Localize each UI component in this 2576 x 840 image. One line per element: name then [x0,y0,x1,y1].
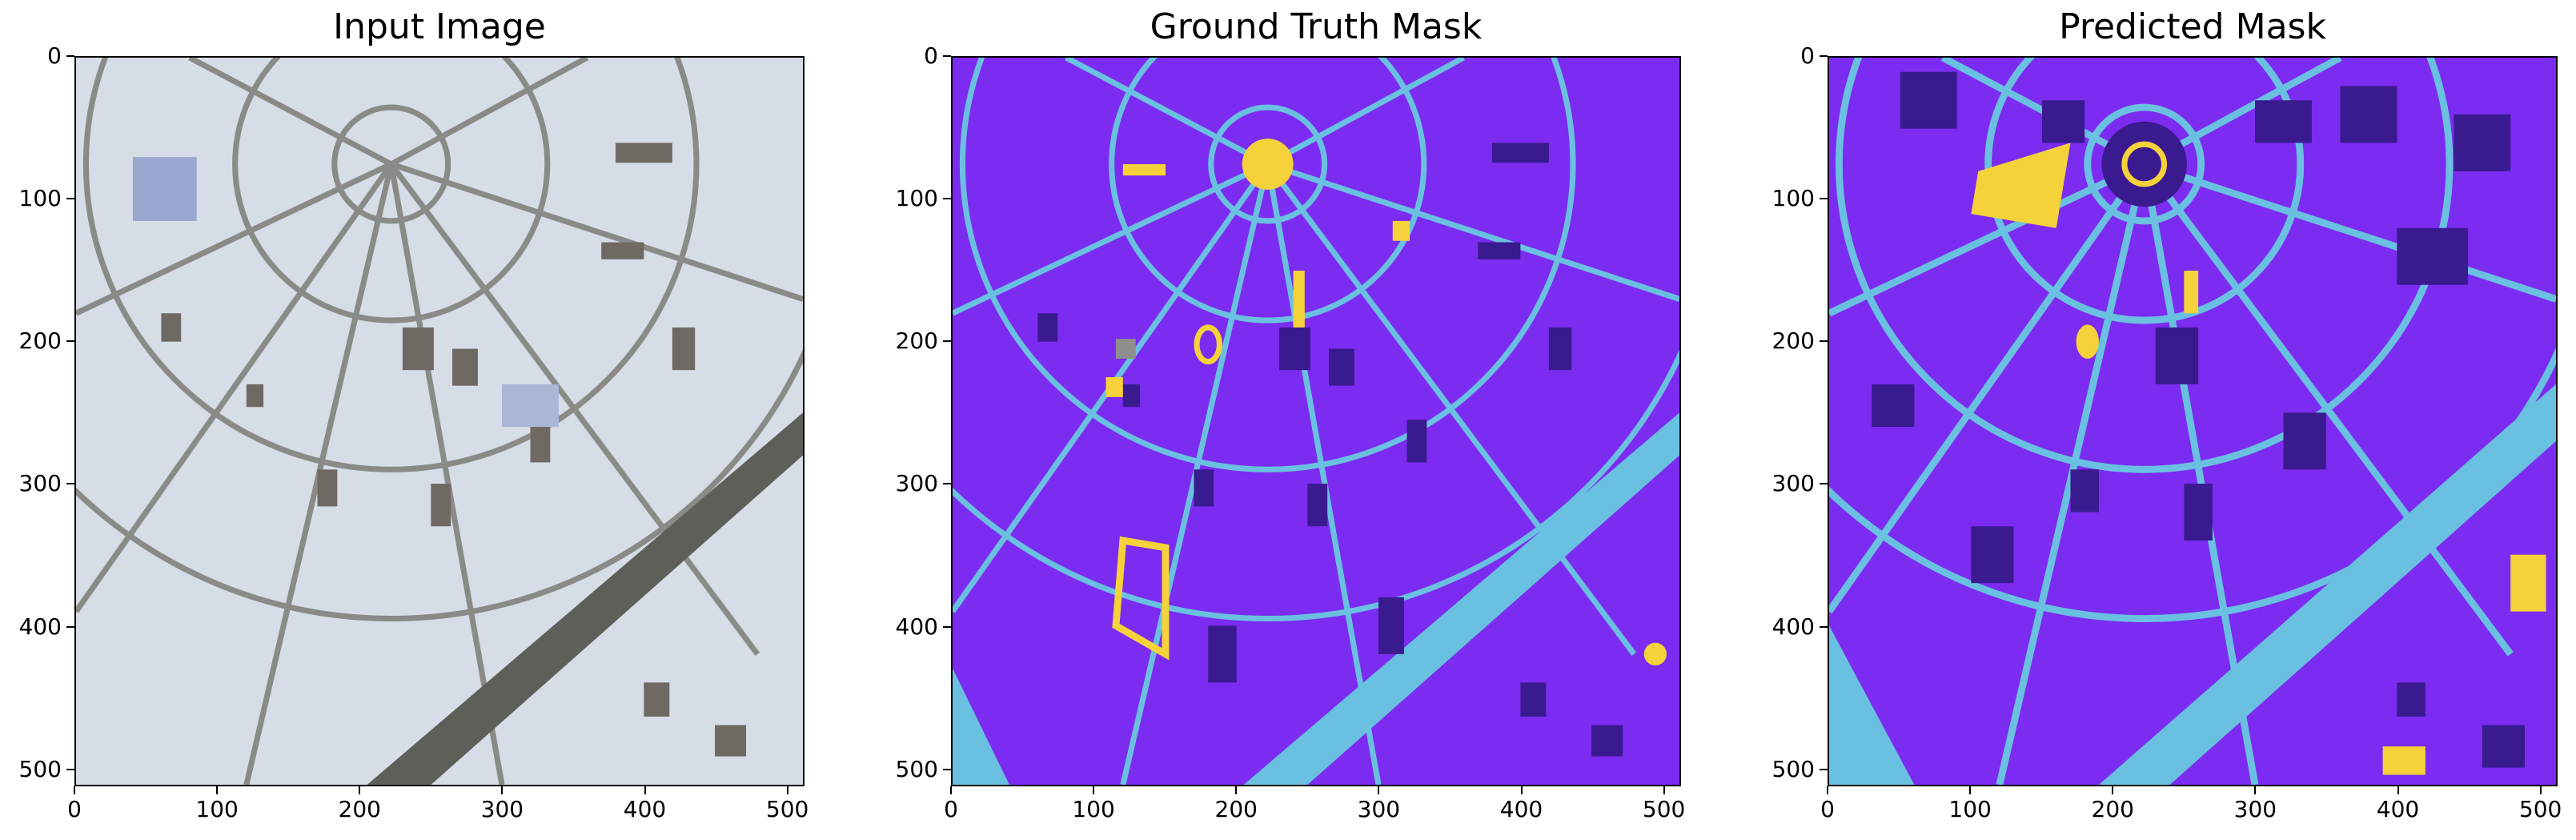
y-tick-label: 300 [1772,470,1815,497]
y-tick-label: 500 [895,755,938,782]
x-tick-label: 400 [1499,796,1543,822]
x-tick-label: 400 [2376,796,2420,822]
x-tick-label: 200 [338,796,381,822]
x-tick [1969,786,1972,794]
x-tick-label: 100 [1072,796,1115,822]
y-tick-label: 0 [47,42,62,69]
input-image-plot [74,56,804,786]
x-tick [2539,786,2542,794]
y-tick-label: 500 [18,755,62,782]
x-tick-label: 500 [1642,796,1686,822]
panel-title: Predicted Mask [2059,6,2326,47]
predicted-plot [1828,56,2558,786]
y-tick-label: 400 [1772,613,1815,640]
x-tick-label: 100 [1948,796,1992,822]
x-tick-label: 500 [765,796,809,822]
y-tick [943,768,951,770]
x-tick [1827,786,1828,794]
x-tick-label: 0 [944,796,958,822]
panel-title: Input Image [333,6,546,47]
y-tick-label: 100 [895,185,938,212]
x-tick-label: 200 [1214,796,1258,822]
panel-input-image: Input Image [0,0,804,840]
x-tick-label: 500 [2518,796,2562,822]
y-tick-label: 100 [18,185,62,212]
y-tick [1820,625,1828,628]
x-tick [950,786,952,794]
y-tick-label: 100 [1772,185,1815,212]
y-tick [1820,55,1828,57]
x-tick-label: 0 [67,796,82,822]
y-tick [943,198,951,200]
x-tick [644,786,646,794]
y-tick [66,768,74,770]
x-tick-label: 0 [1820,796,1835,822]
x-tick [1663,786,1665,794]
y-tick [943,483,951,485]
satellite-image [76,58,803,785]
x-tick [501,786,504,794]
x-tick-label: 300 [1357,796,1401,822]
x-tick [359,786,361,794]
panel-title: Ground Truth Mask [1150,6,1483,47]
y-tick [66,198,74,200]
y-tick-label: 0 [1800,42,1815,69]
y-tick [943,340,951,343]
x-tick-label: 300 [480,796,524,822]
x-tick [2397,786,2399,794]
y-tick [943,625,951,628]
y-tick [66,625,74,628]
y-tick-label: 200 [895,328,938,355]
y-tick-label: 300 [18,470,62,497]
x-tick [1378,786,1380,794]
y-tick [1820,768,1828,770]
predicted-mask [1829,58,2556,785]
y-tick [66,483,74,485]
x-tick [74,786,75,794]
y-tick [943,55,951,57]
x-tick [1235,786,1238,794]
y-tick-label: 200 [1772,328,1815,355]
y-tick-label: 400 [895,613,938,640]
x-tick-label: 100 [195,796,239,822]
y-tick [66,55,74,57]
x-tick [1093,786,1095,794]
ground-truth-plot [951,56,1681,786]
x-tick [2254,786,2257,794]
x-tick [216,786,219,794]
y-tick-label: 500 [1772,755,1815,782]
y-tick-label: 300 [895,470,938,497]
ground-truth-mask [953,58,1679,785]
x-tick-label: 300 [2233,796,2277,822]
y-tick-label: 0 [924,42,938,69]
y-tick [1820,198,1828,200]
y-tick [1820,483,1828,485]
panel-ground-truth: Ground Truth Mask [0,0,1681,840]
y-tick [1820,340,1828,343]
x-tick-label: 400 [623,796,667,822]
x-tick [2112,786,2114,794]
x-tick [786,786,788,794]
y-tick-label: 200 [18,328,62,355]
y-tick [66,340,74,343]
x-tick-label: 200 [2091,796,2134,822]
x-tick [1520,786,1523,794]
y-tick-label: 400 [18,613,62,640]
